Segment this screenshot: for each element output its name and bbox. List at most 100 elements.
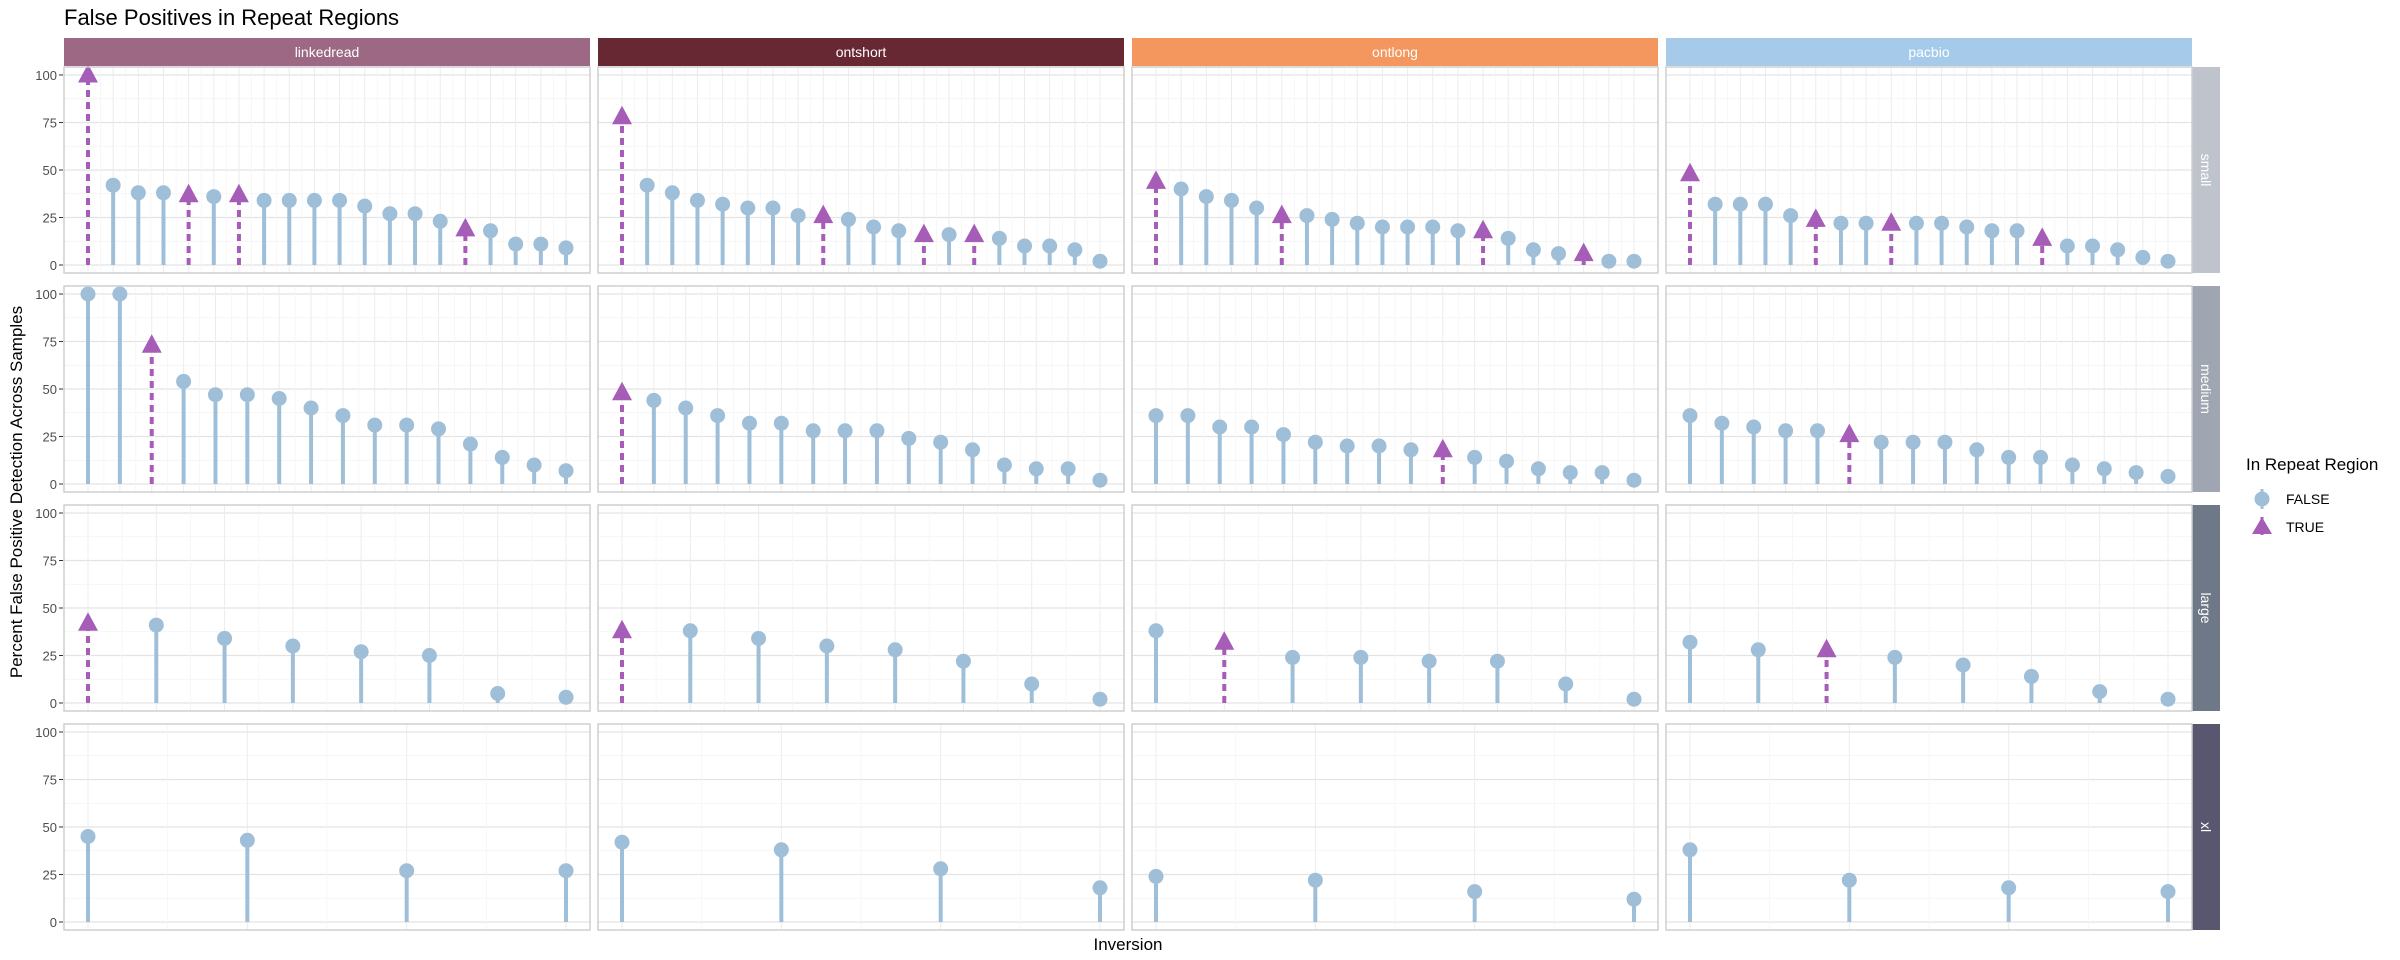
point-false [2001, 880, 2017, 896]
point-false [678, 400, 694, 416]
point-false [1180, 408, 1196, 424]
point-true [178, 183, 199, 203]
point-false [1750, 642, 1766, 658]
point-false [1092, 472, 1108, 488]
point-false [1905, 434, 1921, 450]
point-false [1244, 419, 1260, 435]
panel-small-linkedread [63, 64, 591, 274]
point-false [407, 206, 423, 222]
point-false [1525, 242, 1541, 258]
point-false [1307, 434, 1323, 450]
point-false [306, 192, 322, 208]
legend-key-triangle [2252, 517, 2272, 534]
panel-border [597, 504, 1125, 712]
point-false [773, 415, 789, 431]
point-false [80, 829, 96, 844]
panel-large-linkedread [63, 504, 591, 712]
point-false [1353, 649, 1369, 665]
point-false [558, 240, 574, 256]
point-false [751, 630, 767, 646]
point-false [80, 286, 96, 302]
point-false [1499, 453, 1515, 469]
point-false [1060, 461, 1076, 477]
panel-border [597, 285, 1125, 493]
point-false [2092, 684, 2108, 700]
point-false [357, 198, 373, 214]
point-false [1551, 246, 1567, 262]
point-false [558, 689, 574, 705]
point-false [2160, 884, 2176, 900]
point-false [1092, 691, 1108, 707]
point-true [813, 204, 834, 224]
point-false [2023, 668, 2039, 684]
point-true [913, 223, 934, 243]
legend-title: In Repeat Region [2246, 455, 2378, 474]
point-false [639, 177, 655, 193]
point-false [558, 863, 574, 879]
point-true [1473, 219, 1494, 239]
point-false [710, 408, 726, 424]
panel-border [1665, 285, 2193, 493]
point-false [1017, 238, 1033, 254]
point-false [1937, 434, 1953, 450]
point-true [78, 64, 98, 83]
panel-xl-linkedread [63, 723, 591, 931]
point-false [933, 861, 949, 877]
y-tick-label: 25 [43, 430, 57, 445]
point-false [206, 189, 222, 205]
panel-border [63, 504, 591, 712]
panel-border [597, 723, 1125, 931]
point-false [1425, 219, 1441, 235]
point-false [2096, 461, 2112, 477]
panel-border [1131, 723, 1659, 931]
y-tick-label: 0 [50, 915, 57, 930]
y-tick-label: 25 [43, 868, 57, 883]
point-false [1778, 423, 1794, 439]
point-false [866, 219, 882, 235]
strip-ontshort: ontshort [836, 44, 887, 60]
panel-border [1131, 504, 1659, 712]
point-false [1908, 215, 1924, 231]
point-false [483, 223, 499, 239]
point-false [303, 400, 319, 416]
legend-key-circle [2254, 491, 2270, 507]
panel-border [1665, 504, 2193, 712]
panel-medium-pacbio [1665, 285, 2193, 493]
point-false [933, 434, 949, 450]
point-false [1299, 208, 1315, 224]
point-false [176, 373, 192, 389]
point-false [614, 834, 630, 850]
point-false [689, 192, 705, 208]
point-false [2064, 457, 2080, 473]
point-false [533, 236, 549, 252]
y-tick-label: 75 [43, 335, 57, 350]
point-false [148, 617, 164, 633]
point-false [1042, 238, 1058, 254]
point-false [2160, 691, 2176, 707]
point-false [1421, 653, 1437, 669]
panel-xl-pacbio [1665, 723, 2193, 931]
strip-linkedread-bg [64, 38, 590, 66]
point-false [1148, 408, 1164, 424]
point-false [130, 185, 146, 201]
strip-medium-bg [2192, 286, 2220, 492]
panel-xl-ontshort [597, 723, 1125, 931]
strip-pacbio-bg [1666, 38, 2192, 66]
legend-label: FALSE [2286, 491, 2330, 507]
point-false [765, 200, 781, 216]
point-true [1881, 212, 1902, 231]
point-false [1489, 653, 1505, 669]
point-false [1682, 842, 1698, 858]
y-tick-label: 75 [43, 116, 57, 131]
row-strips: small medium large xl [2192, 67, 2220, 930]
strip-medium: medium [2198, 364, 2214, 414]
y-tick-label: 75 [43, 773, 57, 788]
point-false [664, 185, 680, 201]
point-false [1682, 408, 1698, 424]
point-true [455, 217, 476, 237]
strip-ontshort-bg [598, 38, 1124, 66]
panel-small-pacbio [1665, 66, 2193, 274]
point-false [1707, 196, 1723, 212]
y-tick-label: 50 [43, 163, 57, 178]
point-false [2160, 253, 2176, 269]
